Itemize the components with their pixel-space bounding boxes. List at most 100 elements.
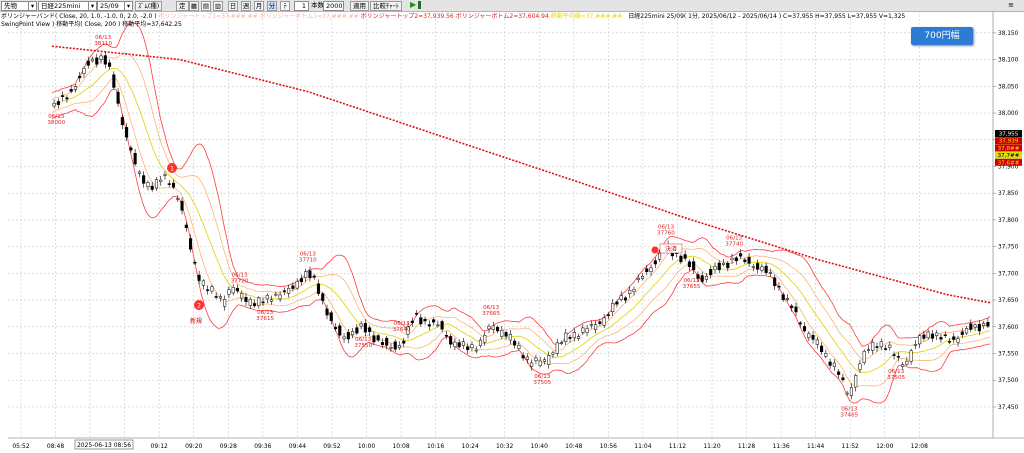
candle-body: [837, 371, 841, 375]
candle-body: [824, 352, 828, 357]
candle-body: [952, 336, 956, 340]
swing-price: 37760: [657, 231, 675, 237]
candle-body: [930, 333, 934, 339]
candle-body: [432, 319, 436, 323]
candle-body: [896, 356, 900, 358]
period-tick-button[interactable]: ﾃ: [280, 1, 290, 11]
ketsu-label: 決済: [665, 245, 677, 253]
menu-icon[interactable]: ≡: [1008, 1, 1014, 9]
candle-body: [888, 344, 892, 348]
candle-body: [577, 336, 581, 339]
period-day-button[interactable]: 日: [228, 1, 238, 11]
candle-body: [103, 55, 107, 65]
period-minute-button[interactable]: 分: [267, 1, 277, 11]
grid: [8, 11, 993, 438]
fixed-button[interactable]: 定: [176, 1, 189, 11]
chart-icon-button-1[interactable]: ▦: [189, 1, 199, 11]
candle-body: [751, 266, 755, 268]
ma20-line: [51, 67, 991, 373]
swing-price: 37655: [683, 284, 701, 290]
candle-body: [163, 174, 167, 176]
candle-body: [982, 322, 986, 326]
period-multiplier-input[interactable]: 1: [294, 1, 309, 11]
swing-price: 38000: [47, 120, 65, 126]
candle-body: [223, 299, 227, 307]
candle-body: [338, 325, 342, 336]
candle-body: [372, 335, 376, 343]
swing-date: 06/13: [355, 337, 372, 343]
candle-body: [201, 280, 205, 286]
candle-body: [636, 277, 640, 280]
candle-body: [210, 286, 214, 292]
candle-body: [227, 289, 231, 295]
candle-body: [333, 326, 338, 330]
candle-body: [385, 337, 389, 346]
candle-body: [137, 171, 141, 174]
candle-body: [108, 62, 112, 67]
swing-date: 06/13: [300, 251, 317, 257]
candle-body: [189, 238, 193, 250]
marker-2[interactable]: 2: [194, 300, 204, 310]
candle-body: [986, 322, 990, 327]
candle-body: [508, 334, 512, 341]
candle-body: [478, 339, 483, 346]
candle-body: [845, 392, 849, 395]
candle-body: [142, 175, 146, 184]
ma200-line: [51, 45, 991, 304]
candle-body: [159, 179, 163, 182]
bollinger-name: ボリンジャーバンド( Close, 20, 1.0, -1.0, 0, 2.0,…: [1, 13, 157, 20]
y-tick-label: 38,150: [998, 31, 1019, 37]
swing-price: 38110: [94, 41, 112, 47]
ketsu-box: [659, 243, 683, 254]
price-tag: [995, 130, 1022, 137]
candle-body: [956, 338, 960, 343]
count-input[interactable]: 2000: [323, 1, 344, 11]
instrument-dropdown-icon[interactable]: ▾: [28, 1, 37, 11]
candle-body: [453, 341, 457, 348]
x-tick-label: 10:32: [496, 443, 513, 450]
swing-price: 37640: [393, 327, 411, 333]
candle-body: [56, 101, 60, 105]
zoom-button[interactable]: ｽﾞﾑ(種): [135, 1, 163, 11]
x-tick-label: 10:08: [392, 443, 409, 450]
apply-button[interactable]: 適用: [350, 1, 369, 11]
candle-body: [184, 224, 188, 228]
candle-body: [82, 68, 86, 74]
candle-body: [470, 344, 474, 348]
symbol-dropdown-icon[interactable]: ▾: [88, 1, 97, 11]
candle-body: [530, 362, 534, 367]
compare-chart-button[interactable]: 比較ﾁｬｰﾄ: [370, 1, 402, 11]
y-tick-label: 38,050: [998, 84, 1019, 90]
candle-body: [760, 266, 764, 271]
candle-body: [764, 265, 768, 273]
candle-body: [542, 359, 547, 362]
candle-body: [291, 285, 295, 289]
candle-body: [594, 324, 598, 330]
candle-body: [606, 314, 610, 316]
period-week-button[interactable]: 週: [241, 1, 251, 11]
x-tick-label: 11:12: [669, 443, 686, 450]
marker-1[interactable]: 1: [167, 163, 177, 173]
candle-body: [538, 360, 542, 367]
price-tag-label: 37,939: [999, 139, 1019, 145]
candle-body: [730, 257, 734, 261]
candle-body: [295, 281, 299, 289]
candle-body: [287, 288, 291, 294]
contract-dropdown-icon[interactable]: ▾: [124, 1, 133, 11]
candle-body: [611, 303, 615, 312]
candle-body: [466, 346, 470, 351]
y-tick-label: 38,000: [998, 111, 1019, 117]
y-tick-label: 37,800: [998, 218, 1019, 224]
candle-body: [568, 336, 572, 339]
chart-icon-button-3[interactable]: ▥: [213, 1, 223, 11]
marker-2-label: 2: [197, 303, 201, 310]
candle-body: [116, 91, 120, 104]
candle-body: [312, 275, 316, 278]
candle-body: [841, 377, 845, 381]
swing-price: 37720: [231, 279, 249, 285]
chart-icon-button-2[interactable]: ▤: [201, 1, 211, 11]
play-icon[interactable]: ▶: [410, 0, 417, 9]
cursor-date: 2025-06-13 08:56: [77, 442, 131, 449]
price-tag-label: 37,8##: [998, 146, 1020, 152]
period-month-button[interactable]: 月: [254, 1, 264, 11]
